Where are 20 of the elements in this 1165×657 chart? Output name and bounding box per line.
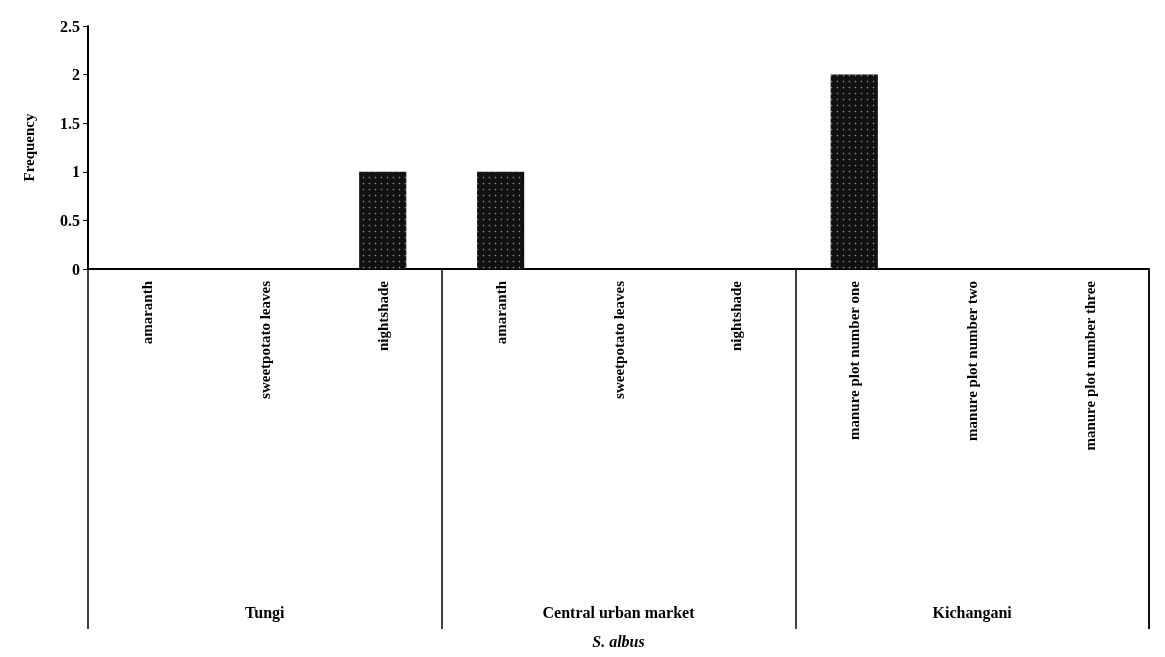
y-tick-label: 2.5 [60,17,80,35]
text: Kichangani [932,603,1013,622]
y-tick-label: 1 [72,163,80,181]
x-tick-label: amaranth [492,280,509,345]
y-axis-title: Frequency [20,112,37,182]
x-tick-label: manure plot number one [846,280,863,441]
x-tick-label: sweetpotato leaves [256,280,273,399]
y-tick-label: 0 [72,260,80,278]
y-tick-label: 1.5 [60,114,80,132]
y-tick-label: 2 [72,66,80,84]
x-tick-label: amaranth [138,280,155,345]
y-tick-label: 0.5 [60,211,80,229]
x-tick-label: manure plot number two [964,281,981,441]
text: Tungi [245,603,286,622]
x-tick-label: sweetpotato leaves [610,280,627,399]
text: Central urban market [542,603,696,621]
x-tick-label: nightshade [374,280,391,352]
x-tick-label: manure plot number three [1082,280,1099,451]
x-tick-label: nightshade [728,280,745,352]
text: S. albus [592,632,645,650]
